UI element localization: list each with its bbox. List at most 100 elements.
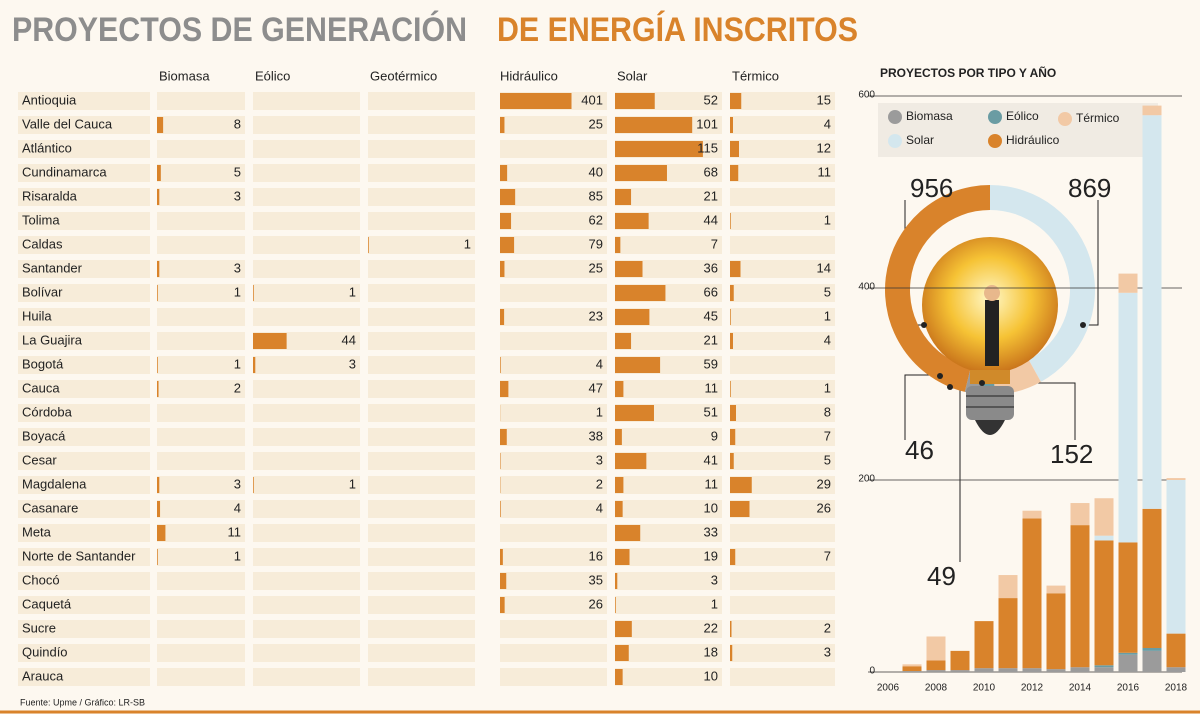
legend-swatch <box>988 110 1002 124</box>
cell-bg <box>253 620 360 638</box>
value-label: 21 <box>704 188 718 203</box>
cell-bg <box>500 476 607 494</box>
bar-segment <box>1142 648 1162 651</box>
x-tick-label: 2016 <box>1117 683 1140 694</box>
cell-bg <box>368 500 475 518</box>
cell-bg <box>730 212 835 230</box>
cell-bg <box>368 92 475 110</box>
row-label-bg <box>18 140 150 158</box>
legend-box <box>878 103 1158 157</box>
cell-bg <box>253 212 360 230</box>
bar <box>730 501 750 517</box>
row-label: Bogotá <box>22 356 64 371</box>
value-label: 19 <box>704 548 718 563</box>
cell-bg <box>253 188 360 206</box>
bar-segment <box>1070 503 1090 526</box>
donut-dot <box>1080 322 1086 328</box>
cell-bg <box>368 524 475 542</box>
cell-bg <box>157 524 245 542</box>
bar <box>500 237 515 253</box>
bar <box>615 453 647 469</box>
bar <box>615 645 629 661</box>
row-label: Tolima <box>22 212 60 227</box>
cell-bg <box>157 164 245 182</box>
value-label: 45 <box>704 308 718 323</box>
bar <box>500 261 505 277</box>
cell-bg <box>368 332 475 350</box>
cell-bg <box>253 284 360 302</box>
bar <box>500 381 509 397</box>
bar <box>615 261 643 277</box>
row-label-bg <box>18 452 150 470</box>
bar-segment <box>998 668 1018 672</box>
cell-bg <box>157 92 245 110</box>
cell-bg <box>157 308 245 326</box>
bar-segment <box>1166 633 1186 668</box>
value-label: 18 <box>704 644 718 659</box>
bar <box>730 381 731 397</box>
cell-bg <box>157 476 245 494</box>
value-label: 11 <box>228 524 242 539</box>
cell-bg <box>368 212 475 230</box>
cell-bg <box>157 284 245 302</box>
cell-bg <box>253 596 360 614</box>
title-gray: PROYECTOS DE GENERACIÓN <box>12 11 467 49</box>
value-label: 1 <box>234 548 241 563</box>
value-label: 1 <box>234 284 241 299</box>
value-label: 4 <box>596 356 603 371</box>
cell-bg <box>615 620 722 638</box>
bar-segment <box>998 598 1018 669</box>
cell-bg <box>368 452 475 470</box>
bar <box>615 621 632 637</box>
value-label: 11 <box>705 476 719 491</box>
bar <box>157 381 159 397</box>
cell-bg <box>615 476 722 494</box>
bar-segment <box>974 621 994 669</box>
value-label: 38 <box>589 428 603 443</box>
bar <box>157 261 160 277</box>
cell-bg <box>253 548 360 566</box>
bar <box>500 357 501 373</box>
row-label-bg <box>18 356 150 374</box>
chart-title: PROYECTOS POR TIPO Y AÑO <box>880 65 1056 80</box>
bar <box>500 189 516 205</box>
cell-bg <box>253 572 360 590</box>
value-label: 101 <box>696 116 718 131</box>
cell-bg <box>368 116 475 134</box>
bar <box>615 669 623 685</box>
row-label: Valle del Cauca <box>22 116 113 131</box>
bar <box>500 117 505 133</box>
bar <box>500 549 503 565</box>
bar <box>730 261 741 277</box>
bar-segment <box>1142 115 1162 509</box>
cell-bg <box>368 260 475 278</box>
bar <box>615 117 693 133</box>
bar <box>615 357 661 373</box>
cell-bg <box>730 356 835 374</box>
cell-bg <box>253 500 360 518</box>
bar-segment <box>1070 667 1090 672</box>
bar <box>157 165 161 181</box>
bar <box>157 501 161 517</box>
value-label: 29 <box>817 476 831 491</box>
cell-bg <box>730 620 835 638</box>
value-label: 7 <box>824 548 831 563</box>
source: Fuente: Upme / Gráfico: LR-SB <box>20 697 145 707</box>
row-label-bg <box>18 524 150 542</box>
row-label-bg <box>18 668 150 686</box>
cell-bg <box>157 356 245 374</box>
bar <box>253 357 256 373</box>
bar-segment <box>1022 510 1042 519</box>
row-label: Norte de Santander <box>22 548 136 563</box>
value-label: 44 <box>704 212 718 227</box>
bar <box>730 333 733 349</box>
bar-segment <box>1094 535 1114 541</box>
cell-bg <box>500 164 607 182</box>
value-label: 51 <box>704 404 718 419</box>
cell-bg <box>500 596 607 614</box>
bar <box>500 309 505 325</box>
y-tick-label: 200 <box>858 474 875 485</box>
cell-bg <box>500 548 607 566</box>
cell-bg <box>730 188 835 206</box>
cell-bg <box>368 476 475 494</box>
